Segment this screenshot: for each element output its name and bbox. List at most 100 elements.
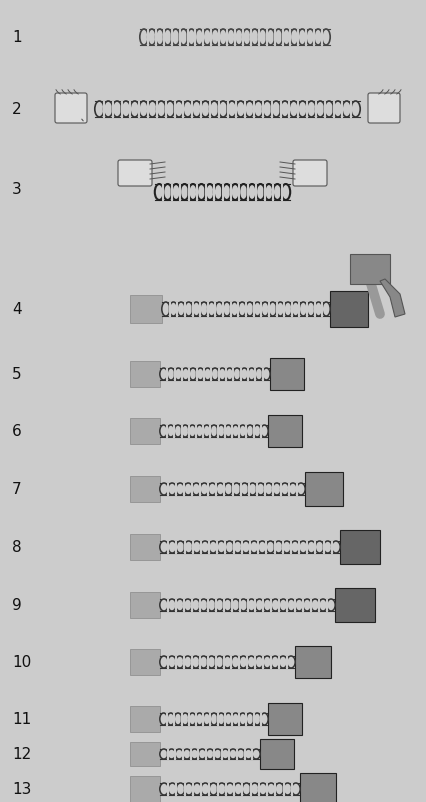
Ellipse shape bbox=[273, 484, 281, 496]
Bar bbox=[270, 358, 304, 391]
Ellipse shape bbox=[211, 30, 219, 46]
Ellipse shape bbox=[139, 102, 148, 118]
Bar bbox=[300, 773, 336, 802]
Ellipse shape bbox=[263, 599, 271, 611]
Ellipse shape bbox=[185, 302, 193, 317]
Ellipse shape bbox=[219, 30, 227, 46]
Ellipse shape bbox=[181, 426, 189, 437]
Ellipse shape bbox=[199, 599, 208, 611]
Ellipse shape bbox=[181, 713, 189, 725]
Ellipse shape bbox=[314, 302, 322, 317]
Ellipse shape bbox=[184, 541, 193, 553]
Bar bbox=[130, 592, 160, 618]
Ellipse shape bbox=[233, 541, 242, 553]
Ellipse shape bbox=[255, 369, 263, 380]
Ellipse shape bbox=[258, 541, 267, 553]
Ellipse shape bbox=[204, 369, 212, 380]
Ellipse shape bbox=[232, 426, 239, 437]
Ellipse shape bbox=[246, 713, 254, 725]
Ellipse shape bbox=[263, 656, 271, 668]
Ellipse shape bbox=[160, 484, 168, 496]
Ellipse shape bbox=[121, 102, 130, 118]
Ellipse shape bbox=[222, 749, 230, 759]
Ellipse shape bbox=[184, 599, 192, 611]
Ellipse shape bbox=[192, 102, 201, 118]
Ellipse shape bbox=[259, 783, 267, 795]
Text: 3: 3 bbox=[12, 182, 22, 197]
Ellipse shape bbox=[225, 541, 234, 553]
Ellipse shape bbox=[267, 783, 276, 795]
Ellipse shape bbox=[174, 426, 182, 437]
Ellipse shape bbox=[211, 369, 219, 380]
Ellipse shape bbox=[241, 369, 248, 380]
Ellipse shape bbox=[167, 426, 175, 437]
Ellipse shape bbox=[168, 599, 176, 611]
Ellipse shape bbox=[248, 184, 256, 200]
Ellipse shape bbox=[253, 713, 261, 725]
Ellipse shape bbox=[224, 484, 233, 496]
Bar bbox=[130, 362, 160, 387]
Ellipse shape bbox=[261, 302, 269, 317]
Ellipse shape bbox=[282, 541, 291, 553]
Ellipse shape bbox=[232, 713, 239, 725]
Ellipse shape bbox=[315, 541, 324, 553]
Ellipse shape bbox=[316, 102, 325, 118]
Ellipse shape bbox=[274, 30, 283, 46]
Ellipse shape bbox=[261, 426, 268, 437]
Ellipse shape bbox=[210, 102, 219, 118]
Ellipse shape bbox=[266, 541, 275, 553]
Text: 5: 5 bbox=[12, 367, 22, 382]
Ellipse shape bbox=[233, 369, 241, 380]
Ellipse shape bbox=[175, 749, 183, 759]
Ellipse shape bbox=[226, 783, 234, 795]
Ellipse shape bbox=[242, 541, 250, 553]
Ellipse shape bbox=[322, 302, 330, 317]
Text: 12: 12 bbox=[12, 747, 31, 762]
Ellipse shape bbox=[189, 713, 196, 725]
Ellipse shape bbox=[307, 102, 316, 118]
Ellipse shape bbox=[197, 184, 206, 200]
Ellipse shape bbox=[165, 102, 175, 118]
Ellipse shape bbox=[226, 369, 233, 380]
Bar bbox=[130, 706, 160, 732]
Ellipse shape bbox=[259, 30, 267, 46]
Ellipse shape bbox=[148, 30, 156, 46]
Ellipse shape bbox=[193, 783, 201, 795]
Ellipse shape bbox=[168, 783, 177, 795]
Ellipse shape bbox=[238, 302, 246, 317]
Ellipse shape bbox=[256, 184, 265, 200]
Ellipse shape bbox=[203, 30, 211, 46]
Ellipse shape bbox=[168, 541, 176, 553]
Ellipse shape bbox=[112, 102, 122, 118]
Ellipse shape bbox=[231, 184, 239, 200]
Ellipse shape bbox=[167, 713, 175, 725]
Ellipse shape bbox=[176, 656, 184, 668]
Ellipse shape bbox=[253, 302, 262, 317]
Ellipse shape bbox=[160, 599, 168, 611]
Ellipse shape bbox=[210, 426, 218, 437]
Ellipse shape bbox=[176, 541, 185, 553]
Ellipse shape bbox=[231, 656, 239, 668]
Ellipse shape bbox=[227, 102, 236, 118]
Ellipse shape bbox=[196, 713, 203, 725]
Text: 8: 8 bbox=[12, 540, 22, 555]
Ellipse shape bbox=[291, 783, 300, 795]
Ellipse shape bbox=[180, 184, 189, 200]
Text: 10: 10 bbox=[12, 654, 31, 670]
Ellipse shape bbox=[155, 30, 164, 46]
Text: 6: 6 bbox=[12, 424, 22, 439]
Text: 11: 11 bbox=[12, 711, 31, 727]
Ellipse shape bbox=[229, 749, 237, 759]
Ellipse shape bbox=[245, 102, 254, 118]
Ellipse shape bbox=[222, 184, 231, 200]
FancyBboxPatch shape bbox=[118, 160, 152, 187]
Ellipse shape bbox=[215, 302, 223, 317]
Ellipse shape bbox=[283, 783, 292, 795]
Text: 13: 13 bbox=[12, 781, 32, 796]
Ellipse shape bbox=[163, 184, 172, 200]
Text: 9: 9 bbox=[12, 597, 22, 613]
Ellipse shape bbox=[201, 102, 210, 118]
Polygon shape bbox=[350, 255, 390, 285]
Ellipse shape bbox=[160, 426, 167, 437]
Ellipse shape bbox=[199, 656, 208, 668]
